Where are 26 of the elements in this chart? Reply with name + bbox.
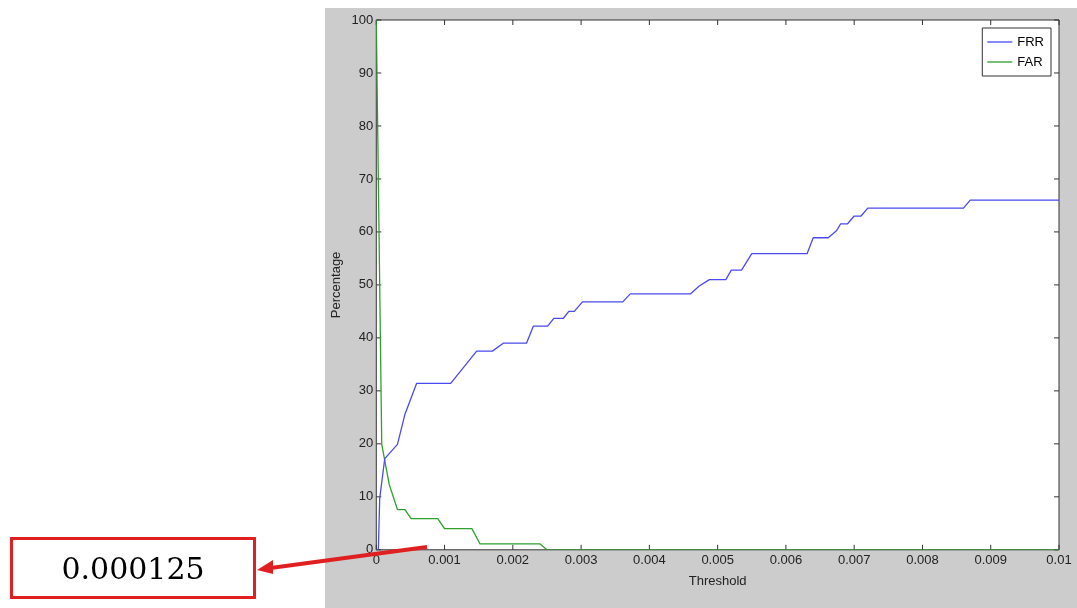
x-tick-label: 0.009: [974, 552, 1007, 568]
y-tick-label: 0: [366, 541, 374, 557]
y-tick-label: 30: [358, 382, 374, 398]
text: 0.000125: [10, 537, 256, 599]
x-tick-label: 0.006: [769, 552, 803, 568]
x-axis-title: Threshold: [688, 572, 747, 588]
y-tick-label: 50: [358, 276, 374, 292]
y-tick-label: 100: [351, 11, 374, 27]
x-tick-label: 0.001: [428, 552, 461, 568]
y-tick-label: 40: [358, 329, 374, 345]
x-tick-label: 0.003: [564, 552, 598, 568]
legend-label: FAR: [1017, 53, 1043, 69]
x-tick-label: 0.004: [633, 552, 666, 568]
y-axis-title: Percentage: [328, 251, 344, 319]
y-tick-label: 60: [358, 223, 374, 239]
y-tick-label: 90: [358, 64, 374, 80]
x-tick-label: 0.008: [906, 552, 939, 568]
y-tick-label: 20: [358, 435, 374, 451]
y-tick-label: 70: [358, 170, 374, 186]
y-tick-label: 80: [358, 117, 374, 133]
y-tick-label: 10: [358, 488, 374, 504]
x-tick-label: 0.005: [701, 552, 734, 568]
legend-label: FRR: [1017, 33, 1044, 49]
x-tick-label: 0.01: [1046, 552, 1072, 568]
x-tick-label: 0.007: [837, 552, 871, 568]
x-tick-label: 0.002: [496, 552, 530, 568]
